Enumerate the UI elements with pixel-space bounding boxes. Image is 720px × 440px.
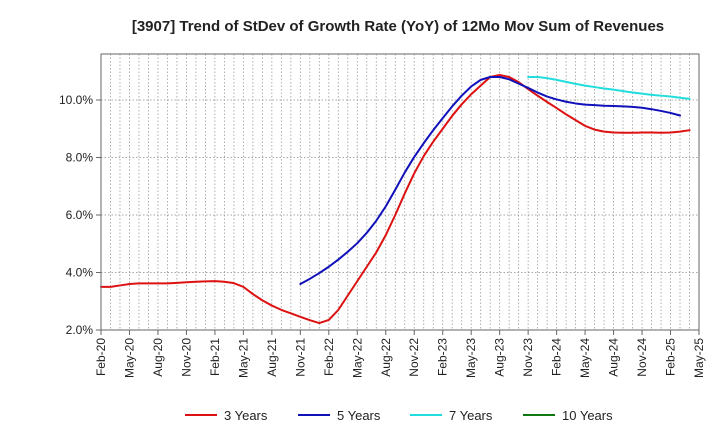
x-tick-label: May-22 <box>350 338 364 378</box>
x-tick-label: May-24 <box>578 338 592 378</box>
x-tick-label: May-25 <box>692 338 706 378</box>
series-line-7-years <box>527 76 691 100</box>
x-tick-label: Feb-23 <box>436 338 450 376</box>
grid <box>101 54 699 331</box>
y-tick-label: 6.0% <box>66 208 94 222</box>
series-line-3-years <box>100 73 691 325</box>
x-tick-label: Feb-20 <box>94 338 108 376</box>
x-tick-label: Feb-24 <box>550 338 564 376</box>
y-tick-label: 8.0% <box>66 151 94 165</box>
legend-label-3-years: 3 Years <box>224 408 268 423</box>
x-tick-label: Nov-21 <box>293 338 307 377</box>
x-tick-label: Feb-21 <box>208 338 222 376</box>
x-tick-label: Aug-21 <box>265 338 279 377</box>
series-lines <box>100 73 691 325</box>
y-tick-label: 4.0% <box>66 266 94 280</box>
legend-label-7-years: 7 Years <box>449 408 493 423</box>
x-tick-label: May-20 <box>122 338 136 378</box>
x-tick-label: Feb-25 <box>664 338 678 376</box>
x-tick-label: May-21 <box>236 338 250 378</box>
x-tick-label: Aug-23 <box>493 338 507 377</box>
axes: 2.0% 4.0% 6.0% 8.0% 10.0% Feb-20 May-20 Aug-20 N… <box>59 93 706 378</box>
x-tick-label: Aug-24 <box>607 338 621 377</box>
legend: 3 Years 5 Years 7 Years 10 Years <box>185 408 613 423</box>
x-tick-label: Aug-20 <box>151 338 165 377</box>
x-tick-label: May-23 <box>464 338 478 378</box>
legend-label-5-years: 5 Years <box>337 408 381 423</box>
x-tick-label: Nov-23 <box>521 338 535 377</box>
x-tick-label: Nov-24 <box>635 338 649 377</box>
x-tick-label: Feb-22 <box>322 338 336 376</box>
y-tick-label: 10.0% <box>59 93 93 107</box>
series-line-5-years <box>299 76 682 285</box>
legend-label-10-years: 10 Years <box>562 408 613 423</box>
x-tick-label: Aug-22 <box>379 338 393 377</box>
x-tick-label: Nov-20 <box>179 338 193 377</box>
x-tick-label: Nov-22 <box>407 338 421 377</box>
plot-frame <box>100 53 700 331</box>
chart-title: [3907] Trend of StDev of Growth Rate (Yo… <box>132 18 664 35</box>
y-tick-label: 2.0% <box>66 323 94 337</box>
